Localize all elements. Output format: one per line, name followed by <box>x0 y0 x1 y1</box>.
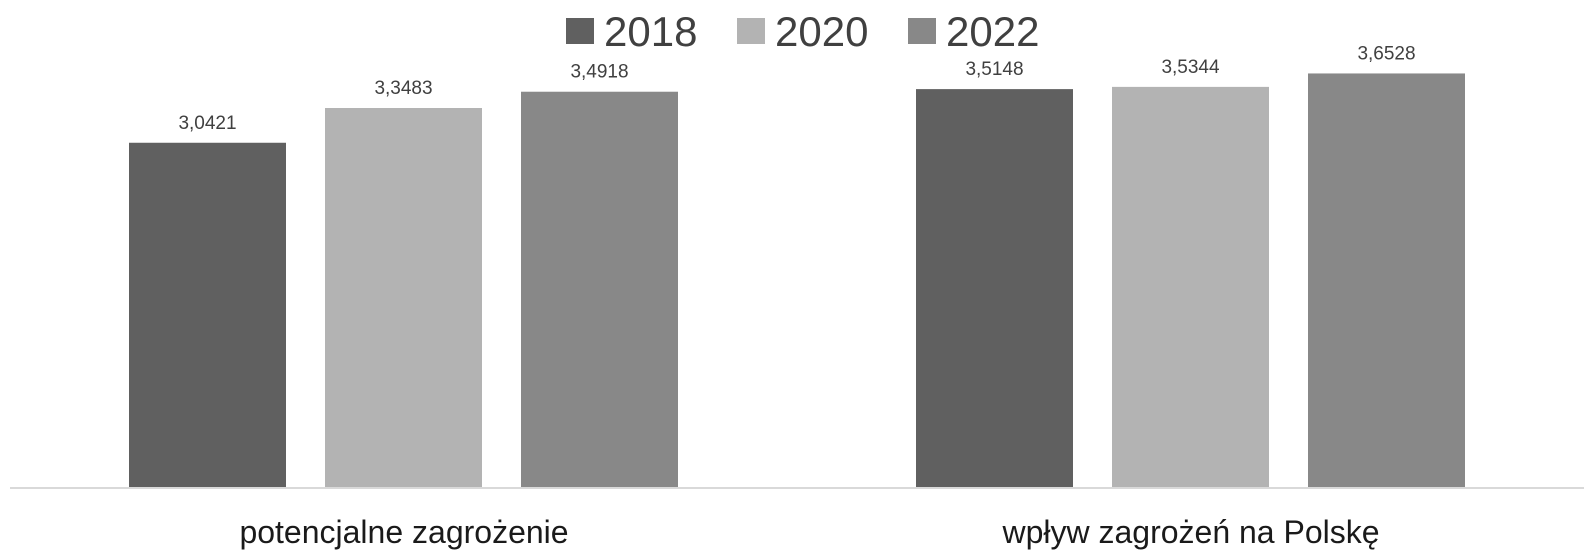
data-label: 3,5148 <box>965 59 1023 80</box>
data-label: 3,4918 <box>570 62 628 83</box>
legend-label-2018: 2018 <box>604 8 697 55</box>
x-axis-tick-labels: potencjalne zagrożenie wpływ zagrożeń na … <box>239 514 1379 550</box>
legend-label-2022: 2022 <box>946 8 1039 55</box>
data-label: 3,6528 <box>1357 43 1415 64</box>
bar-2020-wplyw-zagrozen <box>1112 86 1269 489</box>
data-label: 3,3483 <box>374 78 432 99</box>
bar-2022-potencjalne-zagrozenie <box>521 91 678 488</box>
bar-2022-wplyw-zagrozen <box>1308 73 1465 488</box>
data-labels: 3,0421 3,5148 3,3483 3,5344 3,4918 3,6528 <box>178 43 1415 133</box>
x-tick-label: potencjalne zagrożenie <box>239 514 568 550</box>
bar-2018-potencjalne-zagrozenie <box>129 142 286 488</box>
legend-swatch-2018 <box>566 18 594 44</box>
legend-swatch-2022 <box>908 18 936 44</box>
bar-2018-wplyw-zagrozen <box>916 89 1073 488</box>
bars <box>129 73 1465 489</box>
data-label: 3,5344 <box>1161 57 1220 78</box>
data-label: 3,0421 <box>178 113 236 134</box>
legend-label-2020: 2020 <box>775 8 868 55</box>
legend: 2018 2020 2022 <box>566 8 1039 55</box>
x-tick-label: wpływ zagrożeń na Polskę <box>1001 514 1379 550</box>
legend-swatch-2020 <box>737 18 765 44</box>
bar-2020-potencjalne-zagrozenie <box>325 108 482 488</box>
